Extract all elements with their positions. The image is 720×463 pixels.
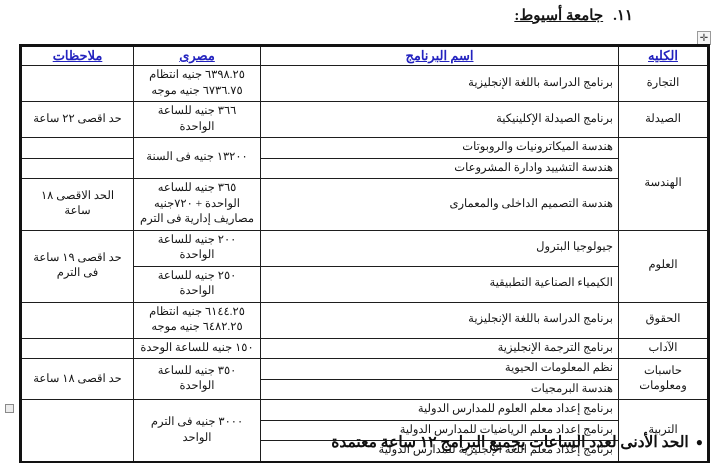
footer-note: ● الحد الأدنى لعدد الساعات بجميع البرامج… — [331, 433, 703, 452]
table-row: هندسة التصميم الداخلى والمعمارى ٣٦٥ جنيه … — [20, 178, 709, 231]
program-cell: الكيمياء الصناعية التطبيقية — [260, 265, 619, 303]
table-row: الكيمياء الصناعية التطبيقية ٢٥٠ جنيه للسا… — [21, 265, 709, 303]
notes-cell — [20, 157, 134, 180]
program-cell: برنامج الدراسة باللغة الإنجليزية — [260, 64, 619, 103]
table-row: الآداب برنامج الترجمة الإنجليزية ١٥٠ جنيه … — [20, 337, 709, 360]
program-cell: برنامج إعداد معلم اللغة الإنجليزية للمدا… — [260, 440, 619, 463]
fee-cell: ١٣٢٠٠ جنيه فى السنة — [133, 137, 261, 180]
col-header-program: اسم البرنامج — [260, 45, 619, 66]
notes-cell: الحد الاقصى ١٨ ساعة — [20, 178, 134, 231]
program-cell: هندسة التصميم الداخلى والمعمارى — [260, 178, 619, 231]
fee-cell: ٢٥٠ جنيه للساعة الواحدة — [133, 265, 261, 303]
fees-table-container: الكليه اسم البرنامج مصرى ملاحظات التجارة برن… — [19, 44, 710, 463]
table-row: الهندسة هندسة الميكاترونيات والروبوتات ١٣٢… — [20, 137, 709, 231]
fee-cell: ٣٦٥ جنيه للساعه الواحدة + ٧٢٠جنيه مصاريف… — [133, 178, 261, 231]
table-row: هندسة التشييد وادارة المشروعات — [20, 157, 709, 180]
program-cell: برنامج الترجمة الإنجليزية — [260, 337, 619, 360]
fee-cell: ٣٠٠٠ جنيه فى الترم الواحد — [133, 399, 261, 463]
program-cell: برنامج الدراسة باللغة الإنجليزية — [260, 301, 619, 339]
table-row: الصيدلة برنامج الصيدلة الإكلينيكية ٣٦٦ جني… — [20, 101, 709, 139]
table-row: الحقوق برنامج الدراسة باللغة الإنجليزية ٦١… — [20, 301, 709, 339]
program-cell: نظم المعلومات الحيوية — [260, 358, 619, 380]
notes-cell — [20, 137, 134, 159]
notes-cell — [20, 337, 134, 360]
program-cell: برنامج إعداد معلم الرياضيات للمدارس الدو… — [260, 419, 619, 442]
col-header-fee: مصرى — [133, 45, 261, 66]
footer-note-text: الحد الأدنى لعدد الساعات بجميع البرامج ١… — [331, 434, 689, 451]
table-resize-handle[interactable] — [5, 404, 14, 413]
fee-cell: ٣٦٦ جنيه للساعة الواحدة — [133, 101, 261, 139]
fee-cell: ٦٣٩٨.٢٥ جنيه انتظام ٦٧٣٦.٧٥ جنيه موجه — [133, 64, 261, 103]
table-row: التربية برنامج إعداد معلم العلوم للمدارس … — [20, 399, 709, 463]
title-text: جامعة أسيوط: — [514, 8, 604, 24]
college-cell: الآداب — [618, 337, 709, 360]
fee-cell: ١٥٠ جنيه للساعة الوحدة — [133, 337, 261, 360]
fee-cell: ٣٥٠ جنيه للساعة الواحدة — [133, 358, 261, 401]
table-body: التجارة برنامج الدراسة باللغة الإنجليزية ٦… — [20, 64, 709, 463]
table-row: هندسة البرمجيات — [21, 378, 709, 401]
college-cell: العلوم — [618, 229, 709, 303]
bullet-icon: ● — [695, 435, 703, 449]
program-cell: برنامج الصيدلة الإكلينيكية — [260, 101, 619, 139]
college-cell: الحقوق — [618, 301, 709, 339]
college-cell: التجارة — [618, 64, 709, 103]
fee-cell: ٦١٤٤.٢٥ جنيه انتظام ٦٤٨٢.٢٥ جنيه موجه — [133, 301, 261, 339]
college-cell: حاسبات ومعلومات — [618, 358, 709, 401]
college-cell: الهندسة — [618, 137, 709, 231]
table-row: حاسبات ومعلومات نظم المعلومات الحيوية ٣٥٠ … — [20, 358, 709, 401]
notes-cell — [20, 64, 134, 103]
program-cell: برنامج إعداد معلم العلوم للمدارس الدولية — [260, 399, 619, 421]
title-number: ١١. — [613, 8, 633, 24]
notes-cell: حد اقصى ٢٢ ساعة — [20, 101, 134, 139]
notes-cell — [20, 399, 134, 463]
program-cell: جيولوجيا البترول — [260, 229, 619, 267]
notes-cell — [20, 301, 134, 339]
notes-cell: حد اقصى ١٨ ساعة — [20, 358, 134, 401]
table-row: التجارة برنامج الدراسة باللغة الإنجليزية ٦… — [20, 64, 709, 103]
col-header-notes: ملاحظات — [20, 45, 134, 66]
program-cell: هندسة التشييد وادارة المشروعات — [260, 157, 619, 180]
college-cell: الصيدلة — [618, 101, 709, 139]
table-row: العلوم جيولوجيا البترول ٢٠٠ جنيه للساعة ال… — [20, 229, 709, 303]
program-cell: هندسة البرمجيات — [260, 378, 619, 401]
college-cell: التربية — [618, 399, 709, 463]
table-row: برنامج إعداد معلم الرياضيات للمدارس الدو… — [21, 419, 709, 442]
col-header-college: الكليه — [618, 45, 709, 66]
table-move-handle-icon[interactable]: ✛ — [697, 31, 711, 45]
fees-table: الكليه اسم البرنامج مصرى ملاحظات التجارة برن… — [19, 44, 710, 463]
page-title: ١١. جامعة أسيوط: — [514, 6, 633, 25]
fee-cell: ٢٠٠ جنيه للساعة الواحدة — [133, 229, 261, 267]
notes-cell: حد اقصى ١٩ ساعة فى الترم — [20, 229, 134, 303]
table-row: برنامج إعداد معلم اللغة الإنجليزية للمدا… — [21, 440, 709, 463]
table-header-row: الكليه اسم البرنامج مصرى ملاحظات — [20, 45, 709, 66]
program-cell: هندسة الميكاترونيات والروبوتات — [260, 137, 619, 159]
